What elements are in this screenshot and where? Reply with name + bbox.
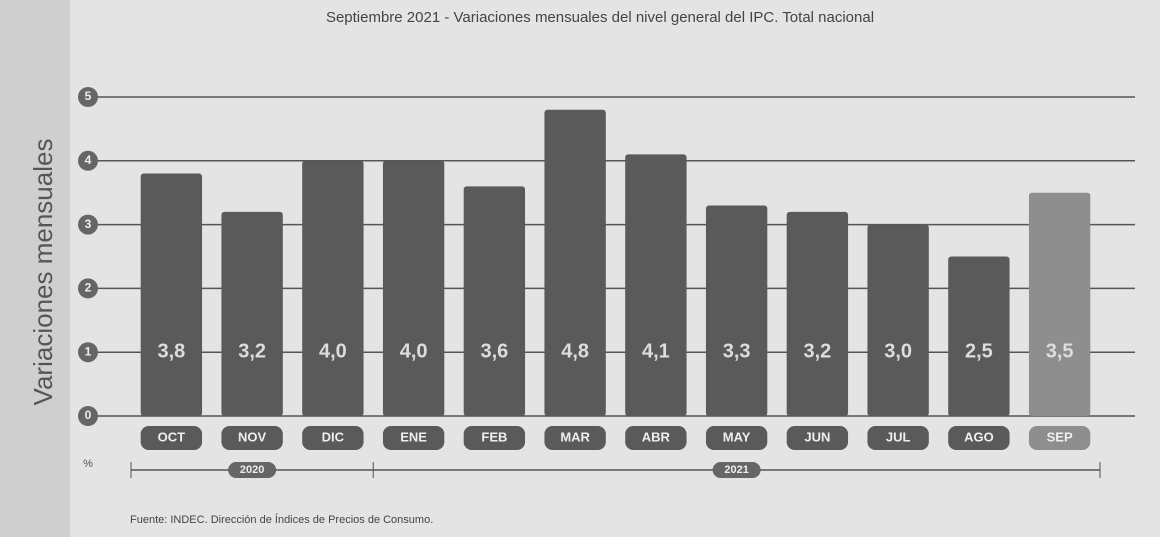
y-tick-marker: [78, 150, 98, 171]
x-tick-box: [948, 426, 1010, 450]
x-tick-label: DIC: [322, 429, 345, 444]
value-label: 3,8: [157, 340, 185, 362]
y-tick-marker: [78, 406, 98, 426]
x-tick-box: [140, 426, 203, 450]
x-tick-box: [1028, 426, 1091, 450]
bar: [463, 186, 526, 416]
y-tick-label: 2: [85, 281, 92, 295]
value-label: 3,2: [238, 340, 266, 362]
y-axis-title: Variaciones mensuales: [28, 139, 58, 406]
x-tick-box: [221, 426, 283, 450]
y-tick-label: 0: [85, 408, 92, 422]
x-tick-label: OCT: [158, 429, 186, 444]
y-tick-label: 4: [85, 153, 92, 167]
x-tick-box: [867, 426, 929, 450]
bar: [705, 205, 768, 416]
bar: [1028, 192, 1091, 416]
bar: [382, 160, 445, 416]
y-tick-label: 5: [85, 89, 92, 103]
x-tick-box: [705, 426, 768, 450]
x-tick-box: [786, 426, 849, 450]
x-tick-label: MAR: [560, 429, 590, 444]
x-tick-box: [625, 426, 687, 450]
y-tick-marker: [78, 278, 98, 299]
source-note: Fuente: INDEC. Dirección de Índices de P…: [130, 513, 433, 526]
value-label: 3,0: [884, 340, 912, 362]
y-tick-marker: [78, 87, 98, 107]
y-tick-marker: [78, 342, 98, 363]
bar: [302, 160, 364, 416]
value-label: 3,6: [480, 340, 508, 362]
x-tick-box: [302, 426, 364, 450]
bar: [948, 256, 1010, 416]
x-tick-box: [544, 426, 606, 450]
bar: [867, 224, 929, 416]
y-tick-label: 1: [85, 344, 92, 358]
x-tick-label: AGO: [964, 429, 994, 444]
value-label: 3,2: [803, 340, 831, 362]
bar: [786, 211, 849, 416]
x-tick-label: ENE: [400, 429, 427, 444]
side-band: [0, 0, 70, 537]
x-tick-label: ABR: [642, 429, 671, 444]
y-tick-label: 3: [85, 217, 92, 231]
value-label: 3,5: [1046, 340, 1074, 362]
value-label: 4,1: [642, 340, 670, 362]
x-tick-box: [382, 426, 445, 450]
value-label: 3,3: [723, 340, 751, 362]
bar: [221, 211, 283, 416]
group-pill: [228, 462, 277, 478]
x-tick-label: FEB: [481, 429, 507, 444]
x-tick-label: MAY: [723, 429, 751, 444]
x-tick-label: JUN: [804, 429, 830, 444]
bar: [140, 173, 203, 416]
bar: [625, 154, 687, 417]
chart-title: Septiembre 2021 - Variaciones mensuales …: [326, 9, 874, 26]
group-label: 2021: [724, 464, 748, 476]
value-label: 2,5: [965, 340, 993, 362]
y-tick-marker: [78, 214, 98, 235]
value-label: 4,8: [561, 340, 589, 362]
group-pill: [712, 462, 761, 478]
y-unit: %: [83, 458, 93, 470]
x-tick-label: JUL: [886, 429, 911, 444]
value-label: 4,0: [400, 340, 428, 362]
x-tick-label: SEP: [1047, 429, 1073, 444]
x-tick-box: [463, 426, 526, 450]
value-label: 4,0: [319, 340, 347, 362]
x-tick-label: NOV: [238, 429, 267, 444]
group-label: 2020: [240, 464, 264, 476]
bar: [544, 109, 606, 416]
